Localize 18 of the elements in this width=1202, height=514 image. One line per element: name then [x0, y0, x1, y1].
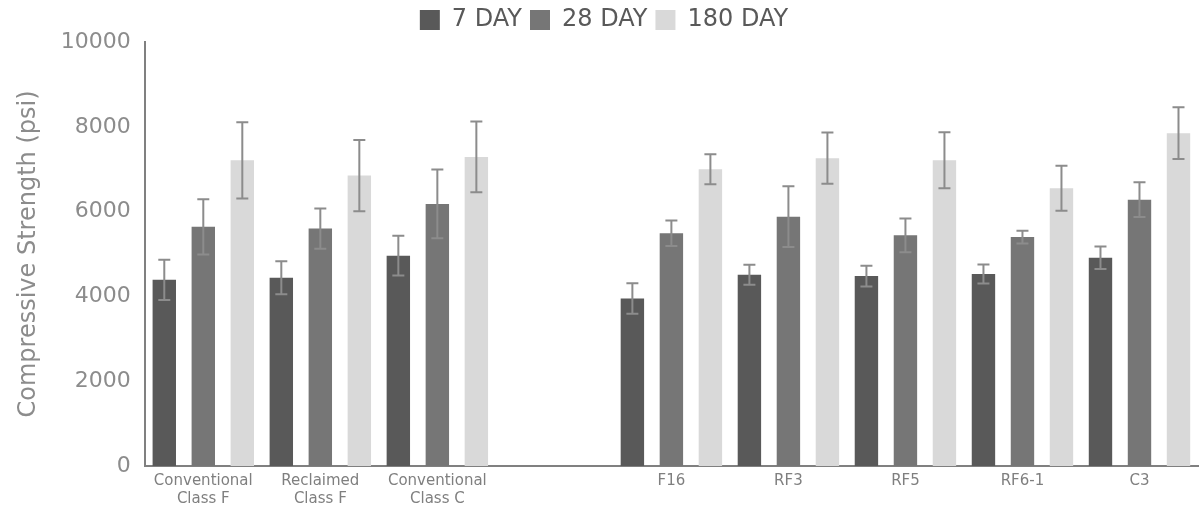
x-tick-label: Reclaimed Class F	[281, 470, 360, 507]
x-tick-label: RF3	[774, 470, 803, 489]
x-tick-label: C3	[1129, 470, 1150, 489]
x-tick-label: RF5	[891, 470, 920, 489]
x-tick-label: RF6-1	[1000, 470, 1045, 489]
y-tick-label: 6000	[74, 197, 131, 223]
legend-label: 7 DAY	[451, 4, 523, 33]
y-tick-label: 4000	[74, 282, 131, 308]
legend-label: 28 DAY	[562, 4, 648, 33]
y-tick-label: 2000	[74, 366, 131, 392]
y-tick-label: 10000	[60, 27, 131, 53]
x-tick-label: Conventional Class F	[153, 470, 253, 507]
y-tick-label: 0	[116, 451, 131, 477]
x-tick-label: Conventional Class C	[387, 470, 487, 507]
y-tick-label: 8000	[74, 112, 131, 138]
y-axis-title: Compressive Strength (psi)	[12, 90, 41, 418]
x-tick-label: F16	[657, 470, 686, 489]
legend-label: 180 DAY	[687, 4, 789, 33]
